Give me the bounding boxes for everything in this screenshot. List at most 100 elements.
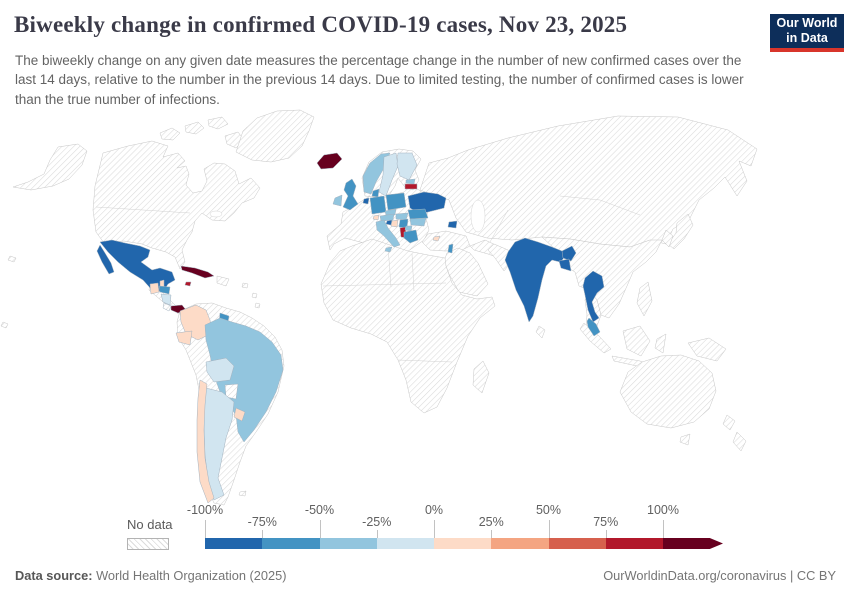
country-israel[interactable] [447,243,454,254]
landmass-sulawesi[interactable] [654,333,667,354]
country-italy-sicily[interactable] [384,246,393,253]
country-jamaica[interactable] [184,281,192,287]
landmass-new-guinea[interactable] [687,337,727,362]
legend-bin-4[interactable] [434,538,492,549]
country-estonia[interactable] [405,178,416,185]
legend-tick-line [605,530,607,538]
legend-bin-2[interactable] [319,538,378,549]
legend-tick-label: 75% [593,515,619,529]
country-switzerland[interactable] [372,214,380,221]
country-netherlands[interactable] [362,197,370,205]
landmass-sri-lanka[interactable] [535,325,546,339]
country-mexico-baja[interactable] [96,244,115,275]
landmass-hispaniola[interactable] [216,275,230,287]
footer-datasource-value: World Health Organization (2025) [92,568,287,583]
landmass-philippines[interactable] [636,281,653,317]
landmass-madagascar[interactable] [472,360,490,394]
legend-tick-label: -50% [304,503,335,517]
legend-tick-label: 0% [424,503,444,517]
country-latvia[interactable] [404,183,418,190]
country-bangladesh[interactable] [558,258,572,272]
landmass-pakistan[interactable] [487,243,512,272]
country-czechia[interactable] [384,208,397,216]
footer-datasource-label: Data source: [15,568,93,583]
legend-no-data-label: No data [127,517,173,532]
landmass-pacific [0,255,17,329]
country-costa-rica[interactable] [162,302,172,312]
country-paraguay[interactable] [224,383,239,400]
legend-tick-label: 100% [647,503,679,517]
page-subtitle: The biweekly change on any given date me… [15,53,744,107]
country-india[interactable] [504,237,567,323]
country-ireland[interactable] [332,194,343,207]
country-mexico[interactable] [99,239,176,293]
country-armenia[interactable] [447,220,458,229]
footer-datasource: Data source: World Health Organization (… [15,568,286,583]
world-map[interactable] [0,100,850,512]
country-italy[interactable] [375,219,401,248]
legend-bin-0[interactable] [205,538,263,549]
country-india-northeast[interactable] [561,245,577,262]
caspian-sea [470,199,486,233]
country-romania[interactable] [407,208,429,220]
legend-tick-label: -100% [186,503,224,517]
legend-bin-3[interactable] [376,538,435,549]
legend-bin-6[interactable] [548,538,607,549]
country-bolivia[interactable] [205,357,235,383]
landmass-borneo[interactable] [622,325,651,357]
landmass-korea[interactable] [661,229,674,248]
country-sweden[interactable] [378,152,399,197]
legend-tick-line [663,520,664,538]
landmass-africa[interactable] [320,238,496,414]
country-thailand[interactable] [582,270,605,323]
landmass-north-america[interactable] [92,140,261,270]
legend-tick-label: -25% [362,515,392,529]
landmass-japan[interactable] [667,213,694,250]
country-iceland[interactable] [316,152,343,170]
country-malaysia[interactable] [586,317,601,337]
country-north-macedonia[interactable] [404,225,413,232]
legend-bin-1[interactable] [262,538,321,549]
legend-tick-label: 50% [535,503,562,517]
landmass-alaska[interactable] [12,143,88,191]
country-bulgaria[interactable] [409,217,427,227]
legend-bin-5[interactable] [491,538,550,549]
landmass-turkey[interactable] [421,230,471,252]
country-poland[interactable] [385,192,407,211]
legend-no-data-swatch[interactable] [127,538,169,550]
country-cyprus[interactable] [432,235,441,242]
owid-logo: Our World in Data [770,14,844,52]
legend-tick-label: 25% [478,515,504,529]
country-honduras[interactable] [158,285,171,295]
legend-bin-7[interactable] [605,538,664,549]
landmass-new-zealand[interactable] [722,414,747,452]
country-uruguay[interactable] [233,407,246,422]
country-hungary[interactable] [395,212,409,221]
legend-tick-line [319,520,321,538]
country-austria[interactable] [379,213,395,222]
country-chile[interactable] [196,379,215,504]
country-croatia[interactable] [390,219,399,228]
country-cuba[interactable] [180,265,215,279]
landmass-greenland[interactable] [235,109,315,163]
legend-tick-line [205,520,206,538]
country-nicaragua[interactable] [160,293,172,306]
country-germany[interactable] [369,195,387,215]
landmass-arctic-islands [159,116,261,149]
legend-bin-8[interactable] [663,538,723,549]
world-map-container [0,100,850,512]
country-norway[interactable] [362,152,391,195]
country-greece[interactable] [403,229,419,244]
country-ecuador[interactable] [175,330,193,346]
landmass-russia-asia[interactable] [419,115,758,248]
owid-logo-line2: in Data [786,31,828,45]
page-title: Biweekly change in confirmed COVID-19 ca… [14,12,628,37]
landmass-australia[interactable] [619,354,717,429]
country-guatemala[interactable] [149,282,160,295]
landmass-caribbean [241,282,261,309]
landmass-sumatra[interactable] [579,322,612,354]
footer-credit-link[interactable]: OurWorldinData.org/coronavirus | CC BY [603,568,836,583]
legend-tick-line [434,520,435,538]
legend-tick-line [376,530,378,538]
country-united-kingdom[interactable] [342,178,359,211]
